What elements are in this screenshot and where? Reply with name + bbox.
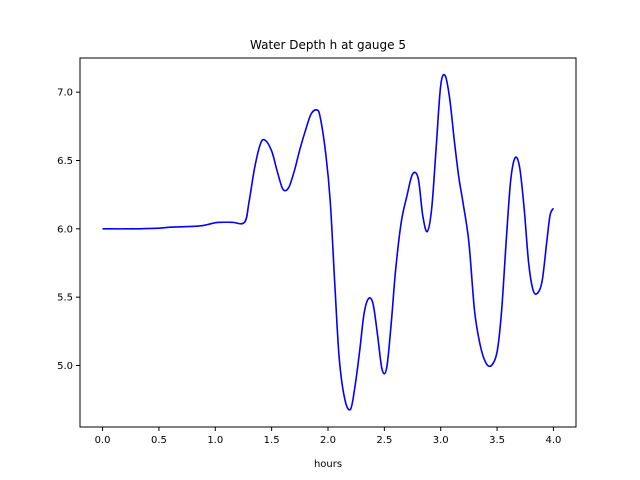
x-axis: 0.0 0.5 1.0 1.5 2.0 2.5 3.0 3.5 4.0	[95, 427, 562, 446]
x-tick-label: 0.5	[151, 435, 167, 446]
x-tick-label: 4.0	[546, 435, 562, 446]
x-tick-label: 3.5	[489, 435, 505, 446]
y-tick-label: 5.0	[57, 361, 73, 372]
plot-area	[79, 57, 577, 428]
x-tick-label: 1.0	[207, 435, 223, 446]
x-tick-label: 2.0	[320, 435, 336, 446]
x-tick-label: 1.5	[264, 435, 280, 446]
series-layer	[102, 73, 555, 411]
plot-frame	[79, 57, 577, 428]
y-tick-label: 6.0	[57, 224, 73, 235]
x-tick-label: 3.0	[433, 435, 449, 446]
x-axis-label: hours	[314, 459, 342, 470]
y-axis: 5.0 5.5 6.0 6.5 7.0	[57, 88, 80, 372]
y-tick-label: 5.5	[57, 293, 73, 304]
y-tick-label: 6.5	[57, 156, 73, 167]
y-tick-label: 7.0	[57, 88, 73, 99]
x-tick-label: 2.5	[376, 435, 392, 446]
series-line-0	[102, 73, 555, 411]
x-tick-label: 0.0	[95, 435, 111, 446]
chart-title: Water Depth h at gauge 5	[250, 38, 406, 52]
